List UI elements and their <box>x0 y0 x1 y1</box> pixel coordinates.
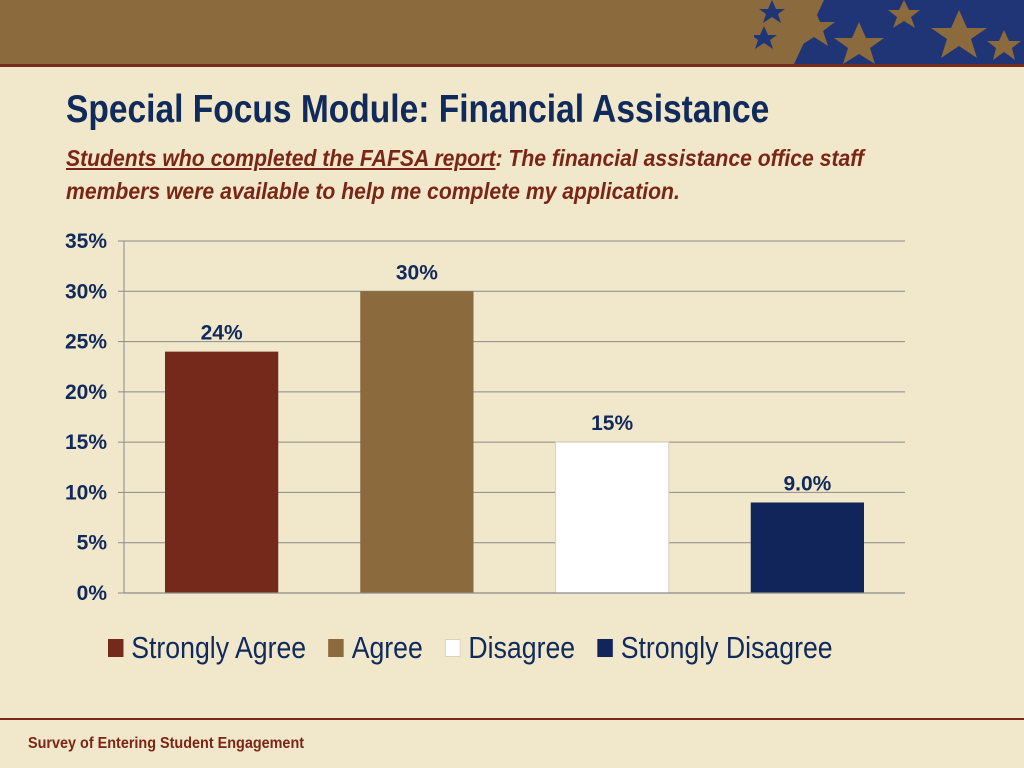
y-tick-label: 0% <box>77 582 108 605</box>
data-label: 15% <box>591 412 633 435</box>
footer-text: Survey of Entering Student Engagement <box>28 735 305 752</box>
legend-label: Strongly Disagree <box>620 630 833 665</box>
y-tick-label: 35% <box>65 230 107 253</box>
bar <box>360 291 474 593</box>
legend-swatch <box>597 639 613 657</box>
bar <box>750 502 864 593</box>
legend-item: Strongly Disagree <box>597 630 833 666</box>
legend-item: Strongly Agree <box>108 630 306 666</box>
y-tick-label: 10% <box>65 481 107 504</box>
data-label: 30% <box>396 261 438 284</box>
y-tick-label: 25% <box>65 331 107 354</box>
bottom-divider <box>0 718 1024 720</box>
bar <box>555 441 670 594</box>
slide-subtitle: Students who completed the FAFSA report:… <box>66 142 876 208</box>
subtitle-text: : The financial assistance office staff … <box>66 145 864 204</box>
legend-swatch <box>328 639 344 657</box>
legend-item: Agree <box>328 630 423 666</box>
y-tick-label: 30% <box>65 280 107 303</box>
subtitle-emphasis: Students who completed the FAFSA report <box>66 145 496 171</box>
top-banner <box>0 0 1024 64</box>
top-divider <box>0 64 1024 67</box>
data-label: 24% <box>201 322 243 345</box>
data-label: 9.0% <box>783 472 831 495</box>
legend-swatch <box>445 639 461 657</box>
y-tick-label: 20% <box>65 381 107 404</box>
stars-decoration-icon <box>754 0 1024 64</box>
slide-title: Special Focus Module: Financial Assistan… <box>66 88 770 131</box>
chart-legend: Strongly Agree Agree Disagree Strongly Disa… <box>108 626 855 670</box>
legend-item: Disagree <box>445 630 575 666</box>
y-tick-label: 15% <box>65 431 107 454</box>
legend-swatch <box>108 639 124 657</box>
legend-label: Disagree <box>468 630 576 665</box>
y-tick-label: 5% <box>77 532 108 555</box>
legend-label: Strongly Agree <box>131 630 307 665</box>
legend-label: Agree <box>351 630 423 665</box>
bar-chart: 0% 5% 10% 15% 20% 25% 30% 35% 24% 30% 15% 9.0% <box>65 230 905 605</box>
bar <box>165 351 279 593</box>
